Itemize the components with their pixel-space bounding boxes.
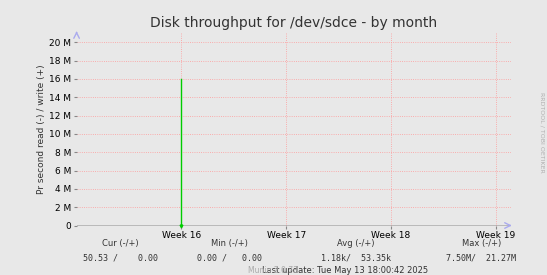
- Title: Disk throughput for /dev/sdce - by month: Disk throughput for /dev/sdce - by month: [150, 16, 438, 31]
- Text: Min (-/+): Min (-/+): [211, 239, 248, 248]
- Text: Last update: Tue May 13 18:00:42 2025: Last update: Tue May 13 18:00:42 2025: [261, 266, 428, 274]
- Text: Avg (-/+): Avg (-/+): [337, 239, 374, 248]
- Text: 0.00 /   0.00: 0.00 / 0.00: [197, 254, 262, 262]
- Text: Cur (-/+): Cur (-/+): [102, 239, 138, 248]
- Text: 50.53 /    0.00: 50.53 / 0.00: [83, 254, 158, 262]
- Text: Munin 2.0.73: Munin 2.0.73: [248, 266, 299, 275]
- Text: Max (-/+): Max (-/+): [462, 239, 501, 248]
- Text: RRDTOOL / TOBI OETIKER: RRDTOOL / TOBI OETIKER: [539, 92, 544, 172]
- Legend: Bytes: Bytes: [81, 272, 132, 275]
- Y-axis label: Pr second read (-) / write (+): Pr second read (-) / write (+): [37, 64, 46, 194]
- Text: 1.18k/  53.35k: 1.18k/ 53.35k: [321, 254, 391, 262]
- Text: 7.50M/  21.27M: 7.50M/ 21.27M: [446, 254, 516, 262]
